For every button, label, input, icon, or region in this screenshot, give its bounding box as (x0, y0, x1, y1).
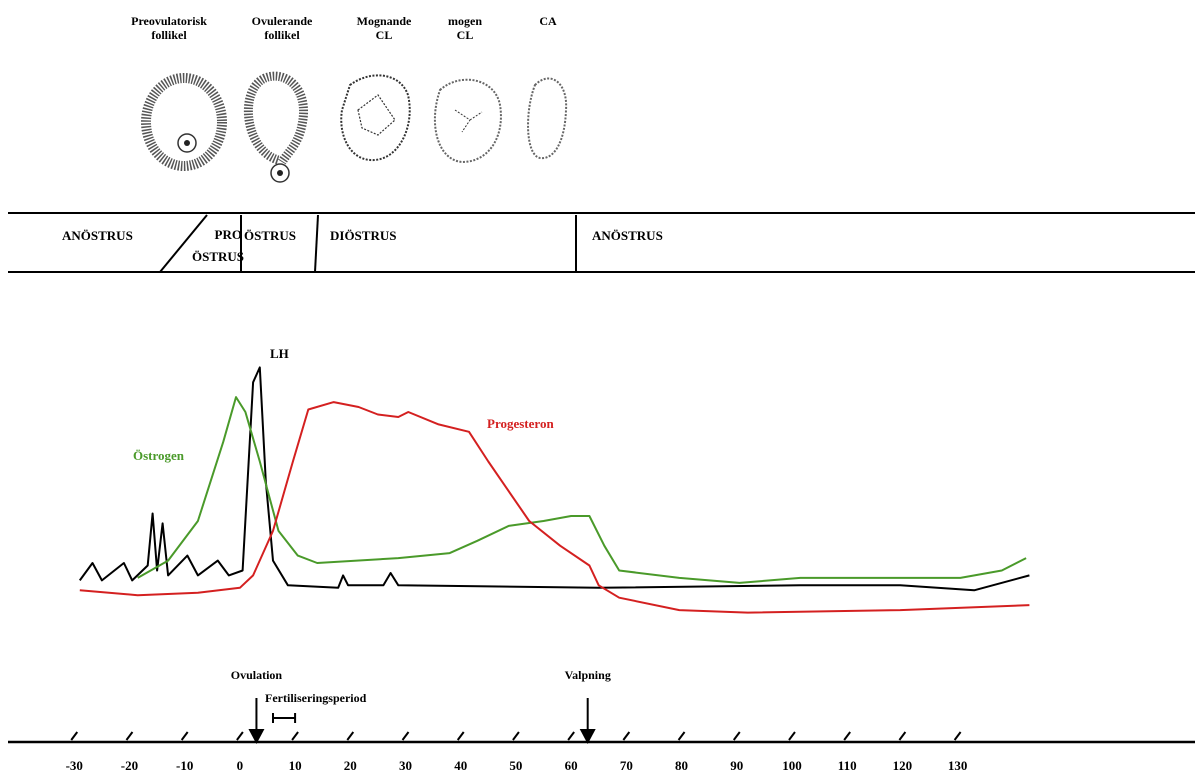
x-tick (843, 731, 851, 741)
x-tick-label: -30 (66, 758, 83, 772)
stage-bar (8, 212, 1195, 273)
series-line (137, 396, 1027, 584)
arrow-head (248, 729, 265, 744)
x-tick-label: 90 (730, 758, 743, 772)
x-tick-label: 80 (675, 758, 688, 772)
x-tick (346, 731, 355, 741)
x-tick (567, 731, 575, 741)
x-tick-label: 120 (893, 758, 913, 772)
x-tick-label: 30 (399, 758, 412, 772)
phase-label: ANÖSTRUS (592, 228, 663, 243)
phase-label: PRO ÖSTRUS (192, 227, 245, 264)
structure-label: mogen CL (448, 14, 482, 42)
structure-label: CA (539, 14, 557, 28)
x-tick (456, 731, 465, 741)
structure-drawings (141, 71, 568, 183)
x-tick-label: 20 (344, 758, 357, 772)
x-tick-label: 40 (454, 758, 467, 772)
structure-label: Preovulatorisk follikel (131, 14, 207, 42)
x-tick (512, 731, 520, 741)
x-tick (401, 731, 410, 741)
arrow-head (579, 729, 596, 744)
x-tick (953, 731, 962, 741)
x-tick (236, 731, 244, 741)
x-tick-label: 110 (838, 758, 857, 772)
series-line (79, 401, 1030, 614)
x-tick-label: 0 (237, 758, 244, 772)
x-tick-label: -10 (176, 758, 193, 772)
series-label: LH (270, 346, 289, 361)
x-tick (732, 731, 741, 741)
x-tick (677, 731, 686, 741)
x-tick (125, 731, 134, 741)
x-tick (898, 731, 907, 741)
x-tick-label: 10 (289, 758, 302, 772)
phase-label: DIÖSTRUS (330, 228, 397, 243)
x-tick (180, 731, 189, 741)
structure-label: Mognande CL (356, 14, 412, 42)
x-tick (788, 731, 796, 741)
structure-label: Ovulerande follikel (251, 14, 313, 42)
phase-label: ÖSTRUS (244, 228, 297, 243)
x-tick-label: 60 (565, 758, 578, 772)
series-line (78, 366, 1030, 592)
x-tick (291, 731, 299, 741)
phase-label: ANÖSTRUS (62, 228, 133, 243)
series-label: Östrogen (133, 448, 185, 463)
x-tick-label: 130 (948, 758, 968, 772)
x-tick-label: 70 (620, 758, 633, 772)
x-tick (70, 731, 79, 741)
x-tick-label: -20 (121, 758, 138, 772)
annotation: Valpning (565, 668, 611, 682)
x-tick-label: 100 (782, 758, 802, 772)
annotation: Fertiliseringsperiod (265, 691, 367, 705)
annotation: Ovulation (231, 668, 283, 682)
x-tick (622, 731, 631, 741)
series-label: Progesteron (487, 416, 554, 431)
period-bracket (272, 713, 297, 723)
x-tick-label: 50 (509, 758, 522, 772)
